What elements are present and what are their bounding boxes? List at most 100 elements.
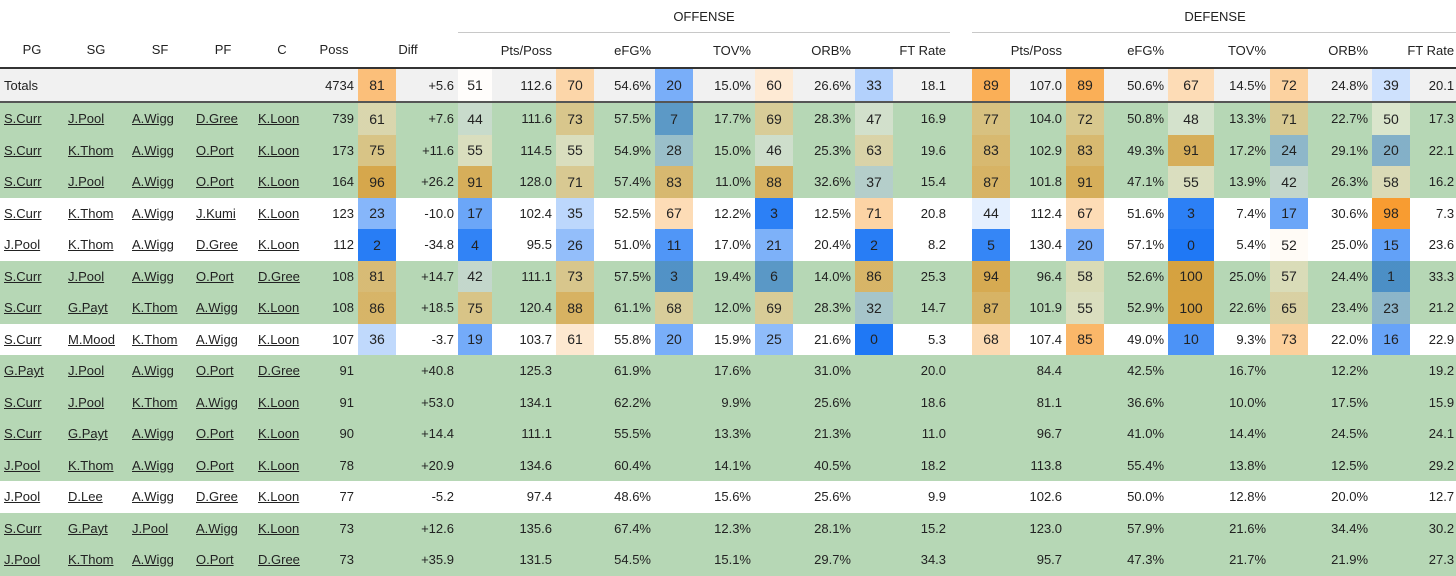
player-link[interactable]: S.Curr — [4, 426, 42, 442]
col-diff[interactable]: Diff — [358, 32, 458, 69]
player-link[interactable]: K.Thom — [68, 205, 114, 221]
player-link[interactable]: J.Pool — [68, 394, 105, 410]
player-link[interactable]: K.Thom — [68, 552, 114, 568]
col-def-efg[interactable]: eFG% — [1066, 32, 1169, 69]
player-link[interactable]: O.Port — [196, 457, 234, 473]
player-link[interactable]: K.Thom — [132, 300, 178, 316]
player-link[interactable]: A.Wigg — [132, 111, 174, 127]
player-link[interactable]: S.Curr — [4, 111, 42, 127]
player-link[interactable]: J.Pool — [4, 552, 41, 568]
player-link[interactable]: K.Loon — [258, 520, 300, 536]
player-link[interactable]: O.Port — [196, 268, 234, 284]
player-link[interactable]: A.Wigg — [132, 552, 174, 568]
player-cell-sg: K.Thom — [64, 197, 128, 229]
player-link[interactable]: K.Loon — [258, 111, 300, 127]
player-link[interactable]: S.Curr — [4, 174, 42, 190]
player-link[interactable]: K.Loon — [258, 489, 300, 505]
player-link[interactable]: M.Mood — [68, 331, 115, 347]
col-off-ft[interactable]: FT Rate — [855, 32, 951, 69]
player-link[interactable]: K.Thom — [132, 331, 178, 347]
player-link[interactable]: O.Port — [196, 363, 234, 379]
player-cell-sf: K.Thom — [128, 386, 192, 418]
player-link[interactable]: K.Loon — [258, 426, 300, 442]
player-link[interactable]: J.Pool — [132, 520, 169, 536]
player-link[interactable]: S.Curr — [4, 520, 42, 536]
player-link[interactable]: A.Wigg — [132, 268, 174, 284]
player-link[interactable]: S.Curr — [4, 205, 42, 221]
player-link[interactable]: S.Curr — [4, 331, 42, 347]
percentile-cell — [755, 386, 793, 418]
player-link[interactable]: G.Payt — [68, 300, 108, 316]
percentile-cell: 69 — [755, 292, 793, 324]
col-off-orb[interactable]: ORB% — [755, 32, 855, 69]
col-pf[interactable]: PF — [192, 32, 254, 69]
col-def-orb[interactable]: ORB% — [1270, 32, 1373, 69]
col-def-ft[interactable]: FT Rate — [1372, 32, 1456, 69]
col-def-tov[interactable]: TOV% — [1168, 32, 1271, 69]
player-link[interactable]: S.Curr — [4, 300, 42, 316]
player-link[interactable]: K.Loon — [258, 237, 300, 253]
player-link[interactable]: D.Gree — [196, 237, 238, 253]
player-link[interactable]: A.Wigg — [132, 457, 174, 473]
player-link[interactable]: A.Wigg — [196, 300, 238, 316]
player-link[interactable]: O.Port — [196, 174, 234, 190]
col-poss[interactable]: Poss — [310, 32, 358, 69]
percentile-cell: 37 — [855, 166, 893, 198]
player-link[interactable]: A.Wigg — [196, 394, 238, 410]
player-link[interactable]: K.Loon — [258, 457, 300, 473]
player-link[interactable]: K.Thom — [68, 457, 114, 473]
player-link[interactable]: A.Wigg — [132, 426, 174, 442]
player-link[interactable]: K.Loon — [258, 300, 300, 316]
player-link[interactable]: J.Pool — [68, 268, 105, 284]
player-link[interactable]: K.Loon — [258, 394, 300, 410]
player-link[interactable]: O.Port — [196, 142, 234, 158]
player-link[interactable]: K.Loon — [258, 331, 300, 347]
player-link[interactable]: G.Payt — [68, 520, 108, 536]
player-link[interactable]: D.Gree — [196, 111, 238, 127]
percentile-cell: 20 — [655, 68, 693, 103]
player-link[interactable]: D.Gree — [258, 363, 300, 379]
player-link[interactable]: D.Gree — [258, 552, 300, 568]
player-link[interactable]: S.Curr — [4, 142, 42, 158]
player-link[interactable]: A.Wigg — [196, 331, 238, 347]
player-link[interactable]: A.Wigg — [132, 142, 174, 158]
player-link[interactable]: J.Kumi — [196, 205, 236, 221]
col-off-efg[interactable]: eFG% — [556, 32, 655, 69]
player-link[interactable]: K.Thom — [68, 237, 114, 253]
player-link[interactable]: J.Pool — [68, 111, 105, 127]
col-pg[interactable]: PG — [0, 32, 64, 69]
player-link[interactable]: D.Gree — [196, 489, 238, 505]
player-link[interactable]: J.Pool — [4, 489, 41, 505]
player-link[interactable]: O.Port — [196, 552, 234, 568]
poss-value: 108 — [310, 292, 358, 324]
player-link[interactable]: A.Wigg — [196, 520, 238, 536]
player-link[interactable]: J.Pool — [68, 174, 105, 190]
player-link[interactable]: A.Wigg — [132, 237, 174, 253]
player-link[interactable]: A.Wigg — [132, 489, 174, 505]
player-link[interactable]: S.Curr — [4, 268, 42, 284]
player-link[interactable]: J.Pool — [68, 363, 105, 379]
player-link[interactable]: O.Port — [196, 426, 234, 442]
col-off-tov[interactable]: TOV% — [655, 32, 755, 69]
player-link[interactable]: K.Thom — [132, 394, 178, 410]
player-link[interactable]: G.Payt — [4, 363, 44, 379]
player-link[interactable]: K.Thom — [68, 142, 114, 158]
col-c[interactable]: C — [254, 32, 310, 69]
player-link[interactable]: J.Pool — [4, 457, 41, 473]
player-link[interactable]: K.Loon — [258, 174, 300, 190]
col-off-pts[interactable]: Pts/Poss — [458, 32, 556, 69]
player-link[interactable]: D.Lee — [68, 489, 103, 505]
col-sf[interactable]: SF — [128, 32, 192, 69]
stat-value: 17.5% — [1308, 386, 1373, 418]
player-link[interactable]: J.Pool — [4, 237, 41, 253]
player-link[interactable]: S.Curr — [4, 394, 42, 410]
col-sg[interactable]: SG — [64, 32, 128, 69]
player-link[interactable]: A.Wigg — [132, 205, 174, 221]
player-link[interactable]: K.Loon — [258, 142, 300, 158]
player-link[interactable]: A.Wigg — [132, 363, 174, 379]
player-link[interactable]: K.Loon — [258, 205, 300, 221]
col-def-pts[interactable]: Pts/Poss — [972, 32, 1067, 69]
player-link[interactable]: G.Payt — [68, 426, 108, 442]
player-link[interactable]: A.Wigg — [132, 174, 174, 190]
player-link[interactable]: D.Gree — [258, 268, 300, 284]
